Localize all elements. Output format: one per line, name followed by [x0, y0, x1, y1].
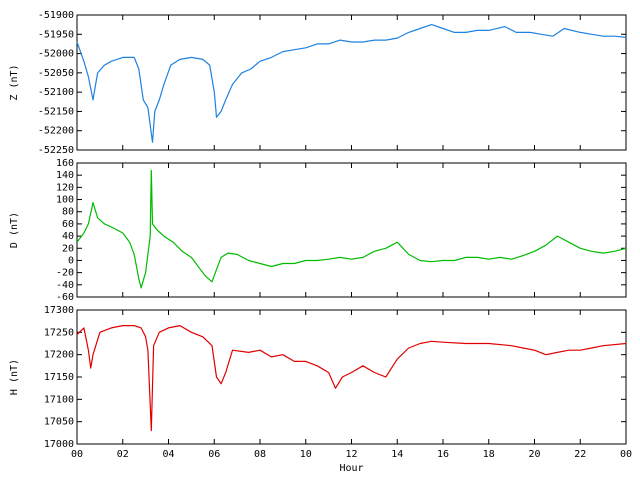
y-tick-label: 17200 — [44, 350, 74, 361]
data-line — [76, 169, 627, 289]
y-tick-label: -40 — [56, 280, 74, 291]
y-tick-label: 17050 — [44, 417, 74, 428]
y-tick-label: -52200 — [38, 126, 74, 137]
y-tick-label: 160 — [56, 158, 74, 169]
y-tick-label: -52150 — [38, 106, 74, 117]
y-tick-label: 120 — [56, 182, 74, 193]
data-line — [76, 24, 627, 143]
y-axis-label: D (nT) — [9, 212, 20, 248]
plot-frame — [76, 309, 627, 445]
y-axis-label: H (nT) — [9, 359, 20, 395]
y-tick-label: -51900 — [38, 10, 74, 21]
x-tick-label: 10 — [300, 449, 312, 460]
y-tick-label: 17000 — [44, 439, 74, 450]
y-tick-label: -60 — [56, 292, 74, 303]
x-tick-label: 20 — [528, 449, 540, 460]
x-tick-label: 22 — [574, 449, 586, 460]
x-tick-label: 16 — [437, 449, 449, 460]
y-tick-label: -51950 — [38, 29, 74, 40]
x-tick-label: 04 — [162, 449, 174, 460]
x-tick-label: 00 — [620, 449, 632, 460]
y-tick-label: 17300 — [44, 305, 74, 316]
x-tick-label: 06 — [208, 449, 220, 460]
x-tick-label: 08 — [254, 449, 266, 460]
y-tick-label: 140 — [56, 170, 74, 181]
y-tick-label: 20 — [62, 243, 74, 254]
data-line — [76, 325, 627, 432]
x-axis-label: Hour — [339, 463, 363, 474]
y-tick-label: -52100 — [38, 87, 74, 98]
x-tick-label: 12 — [345, 449, 357, 460]
x-tick-label: 00 — [71, 449, 83, 460]
y-tick-label: 100 — [56, 195, 74, 206]
x-tick-label: 02 — [117, 449, 129, 460]
y-tick-label: -20 — [56, 268, 74, 279]
x-tick-label: 18 — [483, 449, 495, 460]
y-tick-label: -52050 — [38, 68, 74, 79]
y-tick-label: 17250 — [44, 327, 74, 338]
y-tick-label: 0 — [68, 255, 74, 266]
y-tick-label: 40 — [62, 231, 74, 242]
y-tick-label: 17100 — [44, 394, 74, 405]
y-axis-label: Z (nT) — [9, 64, 20, 100]
y-tick-label: 17150 — [44, 372, 74, 383]
x-tick-label: 14 — [391, 449, 403, 460]
y-tick-label: 80 — [62, 207, 74, 218]
plot-frame — [76, 162, 627, 298]
y-tick-label: -52000 — [38, 49, 74, 60]
y-tick-label: -52250 — [38, 145, 74, 156]
y-tick-label: 60 — [62, 219, 74, 230]
